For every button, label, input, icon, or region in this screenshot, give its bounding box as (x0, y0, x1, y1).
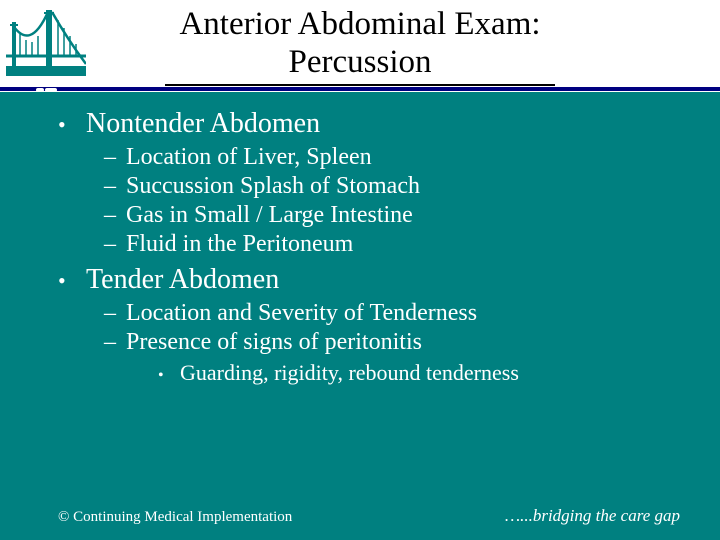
dash-icon: – (104, 144, 126, 171)
bullet-level-3: • Guarding, rigidity, rebound tenderness (158, 360, 680, 386)
title-line-1: Anterior Abdominal Exam: (179, 6, 540, 42)
bullet-text: Guarding, rigidity, rebound tenderness (180, 360, 519, 386)
bullet-text: Fluid in the Peritoneum (126, 231, 353, 258)
bullet-level-2: – Presence of signs of peritonitis (104, 329, 680, 356)
bullet-level-1: • Tender Abdomen (58, 264, 680, 296)
slide-footer: © Continuing Medical Implementation …...… (0, 506, 720, 526)
bullet-level-1: • Nontender Abdomen (58, 108, 680, 140)
bridge-logo-icon (6, 4, 86, 76)
bullet-level-2: – Location and Severity of Tenderness (104, 300, 680, 327)
dash-icon: – (104, 300, 126, 327)
bullet-text: Gas in Small / Large Intestine (126, 202, 413, 229)
bullet-dot-icon: • (58, 114, 86, 136)
slide-title: Anterior Abdominal Exam: Percussion (0, 0, 720, 84)
bullet-text: Presence of signs of peritonitis (126, 329, 422, 356)
dash-icon: – (104, 329, 126, 356)
slide-header: Anterior Abdominal Exam: Percussion (0, 0, 720, 86)
dash-icon: – (104, 173, 126, 200)
copyright-text: © Continuing Medical Implementation (58, 509, 292, 526)
title-line-2: Percussion (289, 44, 432, 80)
bullet-text: Nontender Abdomen (86, 108, 320, 140)
dash-icon: – (104, 202, 126, 229)
bullet-text: Succussion Splash of Stomach (126, 173, 420, 200)
bullet-text: Location of Liver, Spleen (126, 144, 372, 171)
bullet-text: Location and Severity of Tenderness (126, 300, 477, 327)
tagline-text: …...bridging the care gap (505, 506, 680, 526)
bullet-level-2: – Location of Liver, Spleen (104, 144, 680, 171)
bullet-level-2: – Gas in Small / Large Intestine (104, 202, 680, 229)
slide-body: • Nontender Abdomen – Location of Liver,… (0, 92, 720, 386)
bullet-text: Tender Abdomen (86, 264, 279, 296)
dash-icon: – (104, 231, 126, 258)
bullet-level-2: – Fluid in the Peritoneum (104, 231, 680, 258)
bullet-dot-icon: • (158, 367, 180, 385)
bullet-level-2: – Succussion Splash of Stomach (104, 173, 680, 200)
nav-divider (0, 86, 720, 92)
bullet-dot-icon: • (58, 270, 86, 292)
